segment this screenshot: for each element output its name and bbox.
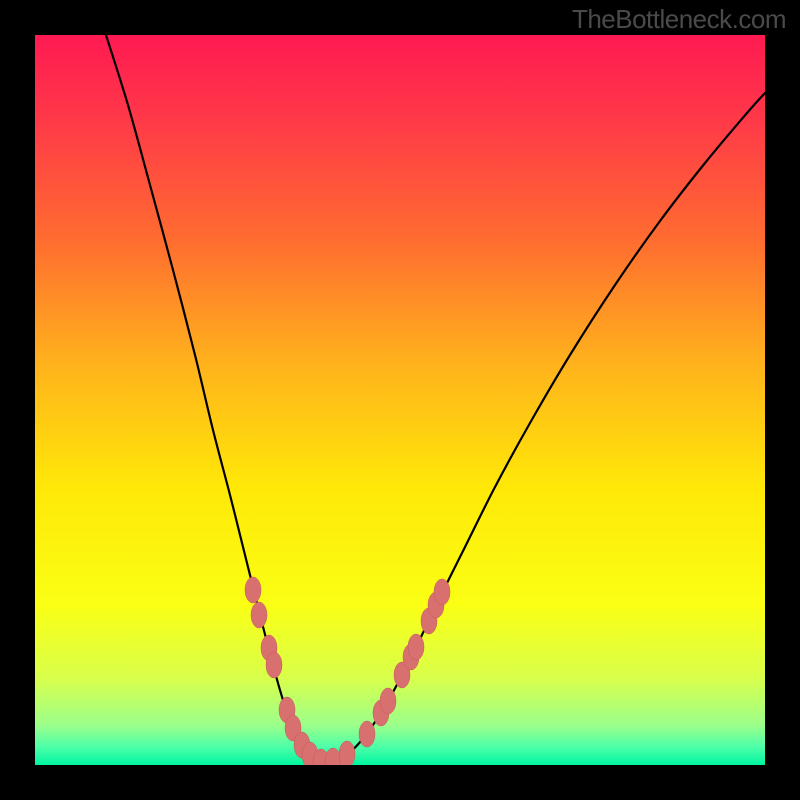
chart-svg — [35, 35, 765, 765]
data-marker — [339, 741, 355, 765]
gradient-background — [35, 35, 765, 765]
data-marker — [408, 634, 424, 660]
chart-plot-area — [35, 35, 765, 765]
data-marker — [359, 721, 375, 747]
data-marker — [266, 652, 282, 678]
watermark-label: TheBottleneck.com — [572, 4, 786, 35]
data-marker — [434, 579, 450, 605]
data-marker — [251, 602, 267, 628]
data-marker — [245, 577, 261, 603]
data-marker — [380, 688, 396, 714]
